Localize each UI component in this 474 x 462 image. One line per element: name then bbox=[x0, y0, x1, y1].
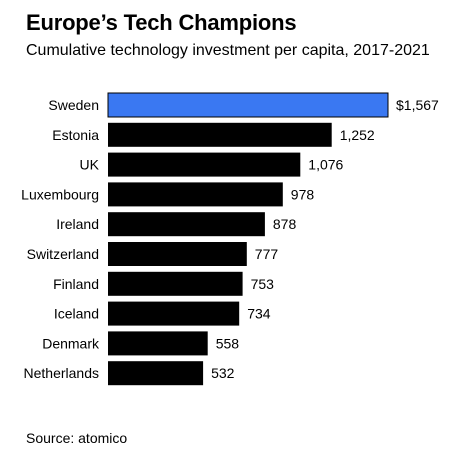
value-label-uk: 1,076 bbox=[308, 157, 343, 173]
category-label-denmark: Denmark bbox=[42, 335, 100, 351]
category-label-ireland: Ireland bbox=[56, 216, 99, 232]
chart-subtitle: Cumulative technology investment per cap… bbox=[26, 42, 430, 59]
category-label-estonia: Estonia bbox=[52, 127, 99, 143]
category-label-iceland: Iceland bbox=[54, 306, 99, 322]
value-label-sweden: $1,567 bbox=[396, 97, 439, 113]
value-label-iceland: 734 bbox=[247, 306, 271, 322]
value-label-finland: 753 bbox=[251, 276, 275, 292]
bar-finland bbox=[108, 271, 243, 296]
category-label-uk: UK bbox=[80, 157, 100, 173]
category-label-sweden: Sweden bbox=[48, 97, 99, 113]
bar-sweden bbox=[107, 92, 389, 118]
source-note: Source: atomico bbox=[26, 430, 128, 446]
bar-uk bbox=[108, 152, 301, 177]
bar-netherlands bbox=[108, 361, 204, 386]
bars-group: Sweden $1,567 Estonia 1,252 UK 1,076 Luxembour… bbox=[21, 92, 439, 386]
bar-estonia bbox=[108, 122, 332, 147]
value-label-luxembourg: 978 bbox=[291, 186, 315, 202]
bar-iceland bbox=[108, 301, 240, 326]
bar-denmark bbox=[108, 331, 208, 356]
value-label-switzerland: 777 bbox=[255, 246, 279, 262]
value-label-denmark: 558 bbox=[216, 335, 240, 351]
bar-ireland bbox=[108, 212, 265, 237]
chart-title: Europe’s Tech Champions bbox=[26, 10, 297, 35]
value-label-estonia: 1,252 bbox=[340, 127, 375, 143]
category-label-netherlands: Netherlands bbox=[24, 365, 100, 381]
value-label-ireland: 878 bbox=[273, 216, 297, 232]
bar-switzerland bbox=[108, 242, 247, 266]
value-label-netherlands: 532 bbox=[211, 365, 235, 381]
category-label-switzerland: Switzerland bbox=[27, 246, 99, 262]
bar-luxembourg bbox=[108, 182, 283, 207]
category-label-finland: Finland bbox=[53, 276, 99, 292]
category-label-luxembourg: Luxembourg bbox=[21, 186, 99, 202]
